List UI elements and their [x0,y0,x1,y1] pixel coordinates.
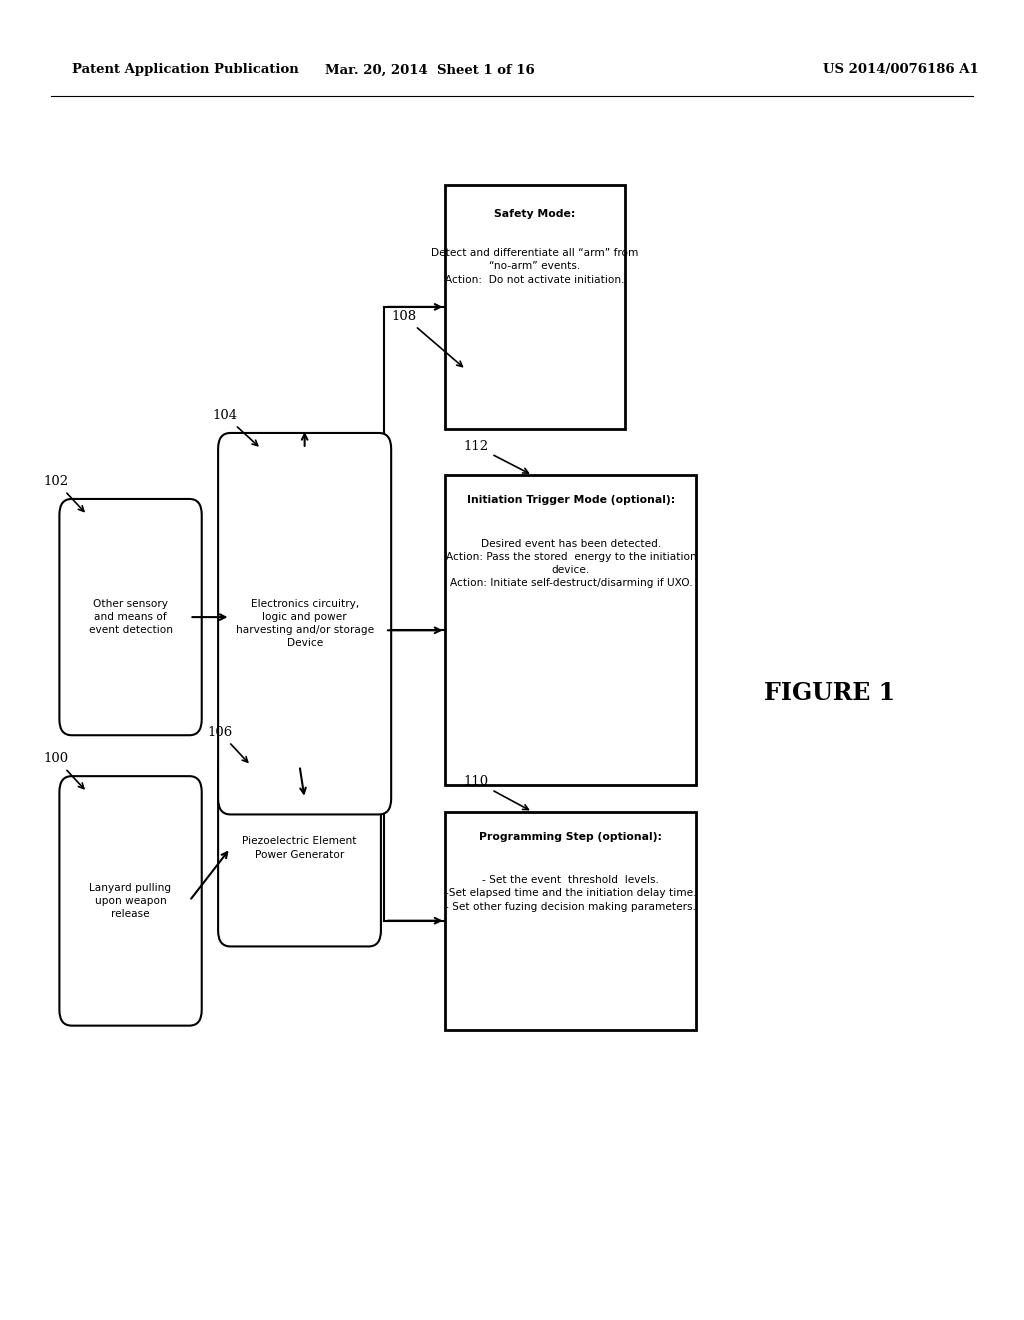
FancyBboxPatch shape [59,776,202,1026]
Text: Initiation Trigger Mode (optional):: Initiation Trigger Mode (optional): [467,495,675,506]
FancyBboxPatch shape [445,812,696,1030]
FancyBboxPatch shape [445,185,625,429]
Text: Electronics circuitry,
logic and power
harvesting and/or storage
Device: Electronics circuitry, logic and power h… [236,599,374,648]
Text: Patent Application Publication: Patent Application Publication [72,63,298,77]
Text: Desired event has been detected.
Action: Pass the stored  energy to the initiati: Desired event has been detected. Action:… [445,539,696,589]
Text: Safety Mode:: Safety Mode: [495,209,575,219]
Text: - Set the event  threshold  levels.
-Set elapsed time and the initiation delay t: - Set the event threshold levels. -Set e… [445,875,696,912]
Text: 106: 106 [208,726,248,762]
Text: FIGURE 1: FIGURE 1 [764,681,895,705]
Text: 112: 112 [464,440,528,473]
Text: US 2014/0076186 A1: US 2014/0076186 A1 [823,63,979,77]
Text: 104: 104 [213,409,258,446]
FancyBboxPatch shape [59,499,202,735]
Text: 110: 110 [464,775,528,809]
Text: Mar. 20, 2014  Sheet 1 of 16: Mar. 20, 2014 Sheet 1 of 16 [326,63,535,77]
Text: Piezoelectric Element
Power Generator: Piezoelectric Element Power Generator [243,837,356,859]
FancyBboxPatch shape [445,475,696,785]
Text: 108: 108 [392,310,463,367]
Text: Detect and differentiate all “arm” from
“no-arm” events.
Action:  Do not activat: Detect and differentiate all “arm” from … [431,248,639,285]
FancyBboxPatch shape [218,433,391,814]
Text: Lanyard pulling
upon weapon
release: Lanyard pulling upon weapon release [89,883,172,919]
Text: 100: 100 [44,752,84,788]
Text: 102: 102 [44,475,84,511]
Text: Programming Step (optional):: Programming Step (optional): [479,832,663,842]
Text: Other sensory
and means of
event detection: Other sensory and means of event detecti… [88,599,173,635]
FancyBboxPatch shape [218,750,381,946]
